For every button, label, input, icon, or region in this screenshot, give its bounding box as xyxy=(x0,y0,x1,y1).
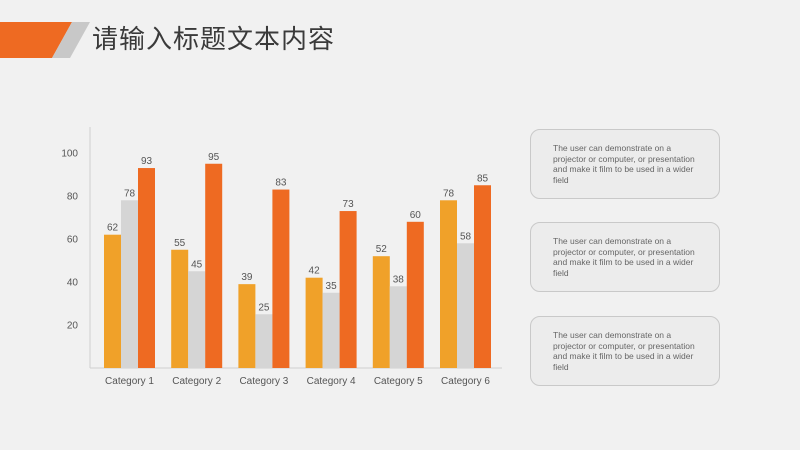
bar-series3-cat3 xyxy=(272,189,290,368)
data-label-series2-cat5: 38 xyxy=(393,274,405,285)
bar-series1-cat3 xyxy=(238,284,256,368)
bar-series3-cat5 xyxy=(406,221,424,368)
bar-series1-cat6 xyxy=(440,200,457,368)
bar-series1-cat2 xyxy=(171,249,189,368)
y-tick-label: 100 xyxy=(61,149,78,160)
bar-series2-cat4 xyxy=(322,292,340,368)
data-label-series2-cat6: 58 xyxy=(460,231,472,242)
category-label-1: Category 1 xyxy=(105,376,154,387)
data-label-series1-cat4: 42 xyxy=(309,266,321,277)
category-label-4: Category 4 xyxy=(307,376,356,387)
note-box-2: The user can demonstrate on a projector … xyxy=(530,222,720,292)
y-tick-label: 20 xyxy=(67,321,79,332)
data-label-series1-cat5: 52 xyxy=(376,244,388,255)
bar-series1-cat5 xyxy=(372,256,390,368)
bar-series1-cat1 xyxy=(104,234,121,368)
accent-stripe-gray xyxy=(52,22,90,58)
category-labels: Category 1 Category 2 Category 3 Category 4… xyxy=(105,376,490,387)
bar-series3-cat2 xyxy=(205,163,223,368)
y-tick-label: 40 xyxy=(67,278,79,289)
accent-stripe-orange xyxy=(0,22,72,58)
bar-series3-cat1 xyxy=(138,168,155,368)
note-text-1: The user can demonstrate on a projector … xyxy=(553,143,695,185)
data-label-series3-cat2: 95 xyxy=(208,152,220,163)
note-box-3: The user can demonstrate on a projector … xyxy=(530,316,720,386)
bar-series2-cat6 xyxy=(457,243,474,368)
bar-series3-cat6 xyxy=(474,185,491,368)
note-text-2: The user can demonstrate on a projector … xyxy=(553,236,695,278)
data-label-series2-cat2: 45 xyxy=(191,259,203,270)
note-box-1: The user can demonstrate on a projector … xyxy=(530,129,720,199)
bars xyxy=(104,163,491,368)
data-label-series1-cat3: 39 xyxy=(241,272,253,283)
y-tick-label: 60 xyxy=(67,235,79,246)
chart-axes xyxy=(89,127,502,369)
bar-series2-cat2 xyxy=(188,271,206,368)
note-text-3: The user can demonstrate on a projector … xyxy=(553,330,695,372)
data-label-series3-cat3: 83 xyxy=(275,178,287,189)
category-label-6: Category 6 xyxy=(441,376,490,387)
data-label-series1-cat2: 55 xyxy=(174,238,186,249)
y-tick-labels: 20 40 60 80 100 xyxy=(61,149,78,332)
bar-chart: 20 40 60 80 100 62 78 93 55 45 95 39 25 83 42 35 73 52 38… xyxy=(61,127,502,387)
bar-series3-cat4 xyxy=(339,211,357,368)
category-label-5: Category 5 xyxy=(374,376,423,387)
data-label-series3-cat5: 60 xyxy=(410,210,422,221)
title-accent-stripe xyxy=(0,22,90,58)
data-label-series3-cat4: 73 xyxy=(343,199,355,210)
y-tick-label: 80 xyxy=(67,192,79,203)
data-label-series3-cat1: 93 xyxy=(141,156,153,167)
bar-series2-cat3 xyxy=(255,314,273,368)
data-label-series2-cat4: 35 xyxy=(326,281,338,292)
data-label-series2-cat1: 78 xyxy=(124,188,136,199)
page-title: 请输入标题文本内容 xyxy=(92,25,336,55)
bar-series2-cat1 xyxy=(121,200,138,368)
category-label-3: Category 3 xyxy=(239,376,288,387)
data-label-series3-cat6: 85 xyxy=(477,173,489,184)
data-label-series1-cat6: 78 xyxy=(443,188,455,199)
data-label-series1-cat1: 62 xyxy=(107,223,119,234)
bar-series2-cat5 xyxy=(389,286,407,368)
data-labels: 62 78 93 55 45 95 39 25 83 42 35 73 52 38 60 78 58 85 xyxy=(107,152,489,314)
category-label-2: Category 2 xyxy=(172,376,221,387)
bar-series1-cat4 xyxy=(305,277,323,368)
data-label-series2-cat3: 25 xyxy=(258,302,270,313)
